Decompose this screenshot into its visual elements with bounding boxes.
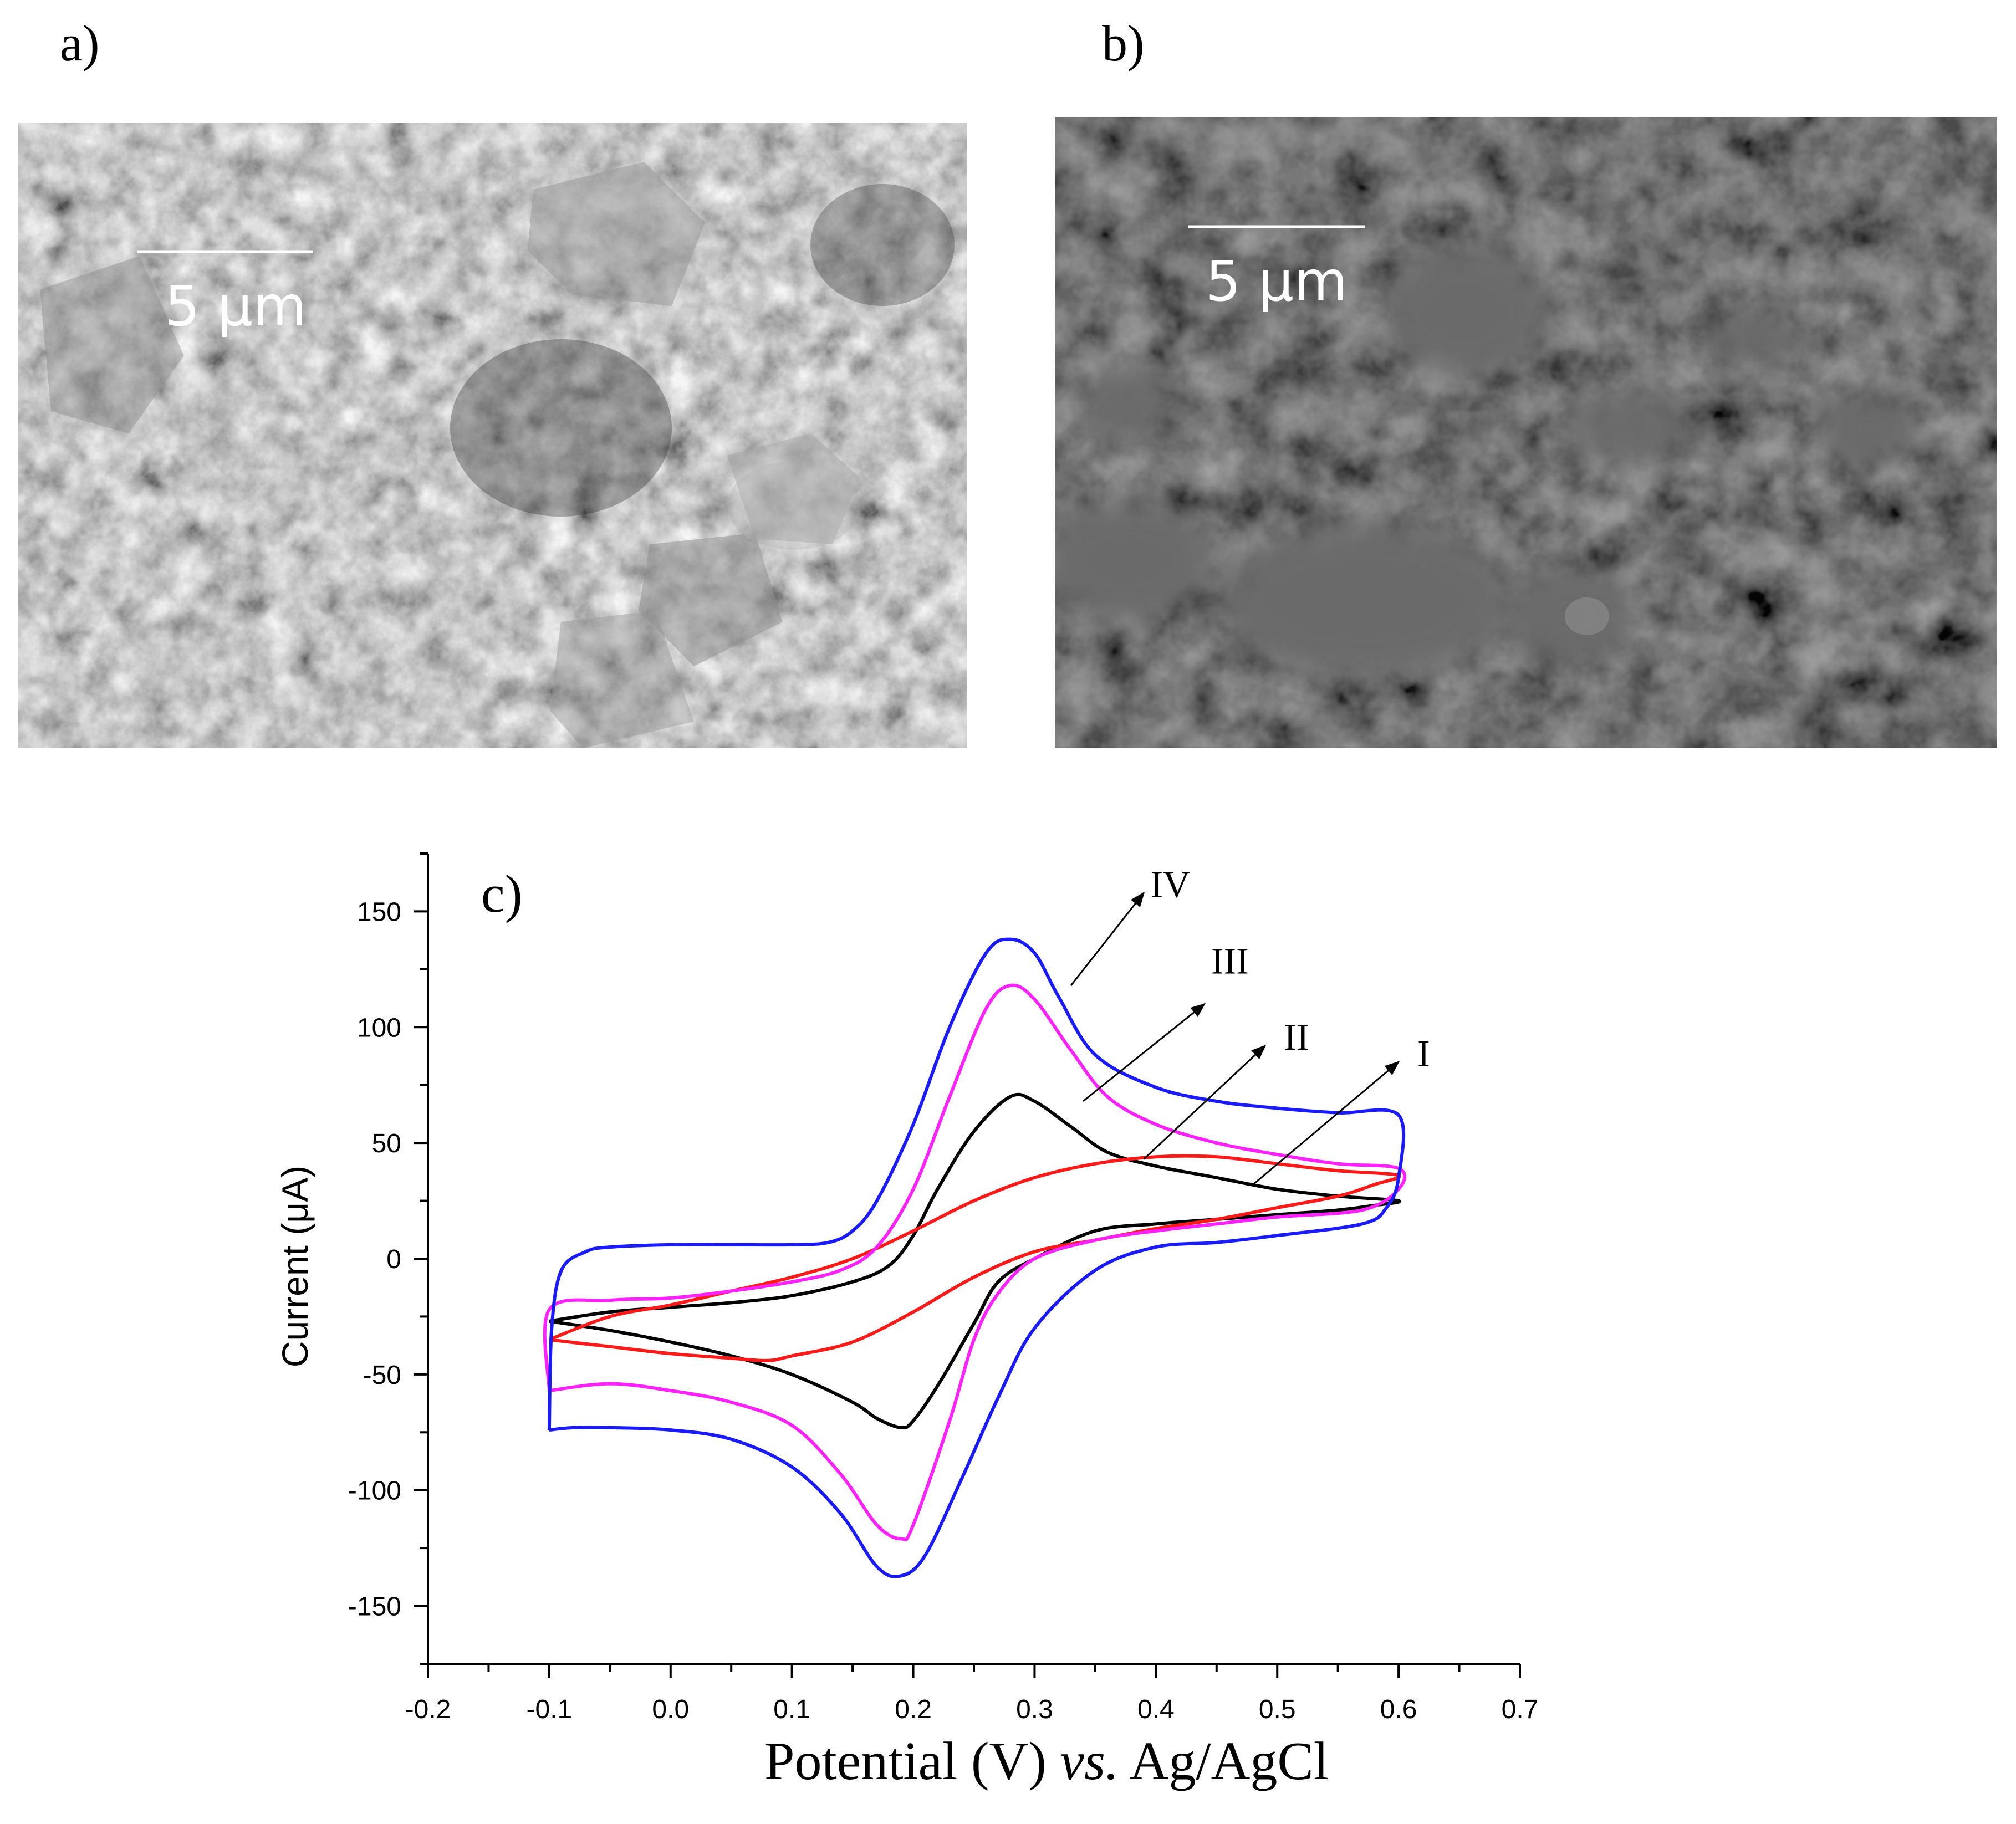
y-tick-label: -100 xyxy=(348,1476,401,1506)
series-line-iii xyxy=(543,983,1407,1541)
y-tick-label: -150 xyxy=(348,1592,401,1622)
x-tick-label: 0.3 xyxy=(1016,1695,1053,1724)
annotation-label-iv: IV xyxy=(1150,863,1190,905)
x-tick-label: 0.6 xyxy=(1380,1695,1417,1724)
annotation-arrow-ii xyxy=(1143,1044,1267,1160)
x-tick-label: 0.1 xyxy=(773,1695,810,1724)
panel-a-label: a) xyxy=(60,15,100,71)
x-axis-title-tail: Ag/AgCl xyxy=(1119,1731,1329,1791)
series-line-ii xyxy=(548,1154,1402,1362)
annotation-label-iii: III xyxy=(1211,939,1249,982)
annotation-arrow-iv xyxy=(1070,891,1145,987)
series-line-iv xyxy=(547,937,1406,1578)
x-tick-label: 0.2 xyxy=(895,1695,932,1724)
x-tick-label: 0.5 xyxy=(1259,1695,1296,1724)
x-tick-label: -0.2 xyxy=(405,1695,451,1724)
y-axis-title: Current (μA) xyxy=(274,1166,315,1367)
annotation-arrow-iii xyxy=(1083,1003,1206,1102)
y-tick-label: -50 xyxy=(363,1361,401,1390)
chart-axes: -0.2 -0.1 0.0 0.1 0.2 0.3 0.4 0.5 0.6 0.7 -150 -100… xyxy=(348,852,1539,1724)
x-axis-title: Potential (V) vs. Ag/AgCl xyxy=(764,1731,1329,1791)
x-axis-title-main: Potential (V) xyxy=(764,1731,1060,1791)
y-tick-label: 100 xyxy=(357,1013,401,1043)
x-tick-label: 0.0 xyxy=(652,1695,689,1724)
scale-bar-label-b: 5 µm xyxy=(1206,249,1348,314)
sem-image-a: 5 µm xyxy=(18,123,967,748)
series-line-i xyxy=(549,1092,1402,1430)
x-tick-label: 0.4 xyxy=(1137,1695,1175,1724)
x-tick-label: -0.1 xyxy=(527,1695,573,1724)
y-tick-label: 0 xyxy=(386,1245,401,1274)
sem-texture-b xyxy=(1055,117,1997,748)
panel-c-label: c) xyxy=(481,864,523,923)
sem-texture-a xyxy=(18,123,967,748)
chart-series-layer xyxy=(543,937,1407,1578)
y-tick-label: 50 xyxy=(372,1129,401,1158)
x-tick-label: 0.7 xyxy=(1502,1695,1539,1724)
annotation-label-i: I xyxy=(1417,1032,1430,1074)
sem-image-b: 5 µm xyxy=(1055,117,1997,748)
scale-bar-label-a: 5 µm xyxy=(165,274,307,339)
annotation-arrow-i xyxy=(1252,1061,1400,1186)
panel-b-label: b) xyxy=(1102,15,1145,71)
x-axis-title-italic: vs. xyxy=(1060,1731,1119,1791)
y-tick-label: 150 xyxy=(357,897,401,927)
annotation-label-ii: II xyxy=(1284,1016,1309,1058)
